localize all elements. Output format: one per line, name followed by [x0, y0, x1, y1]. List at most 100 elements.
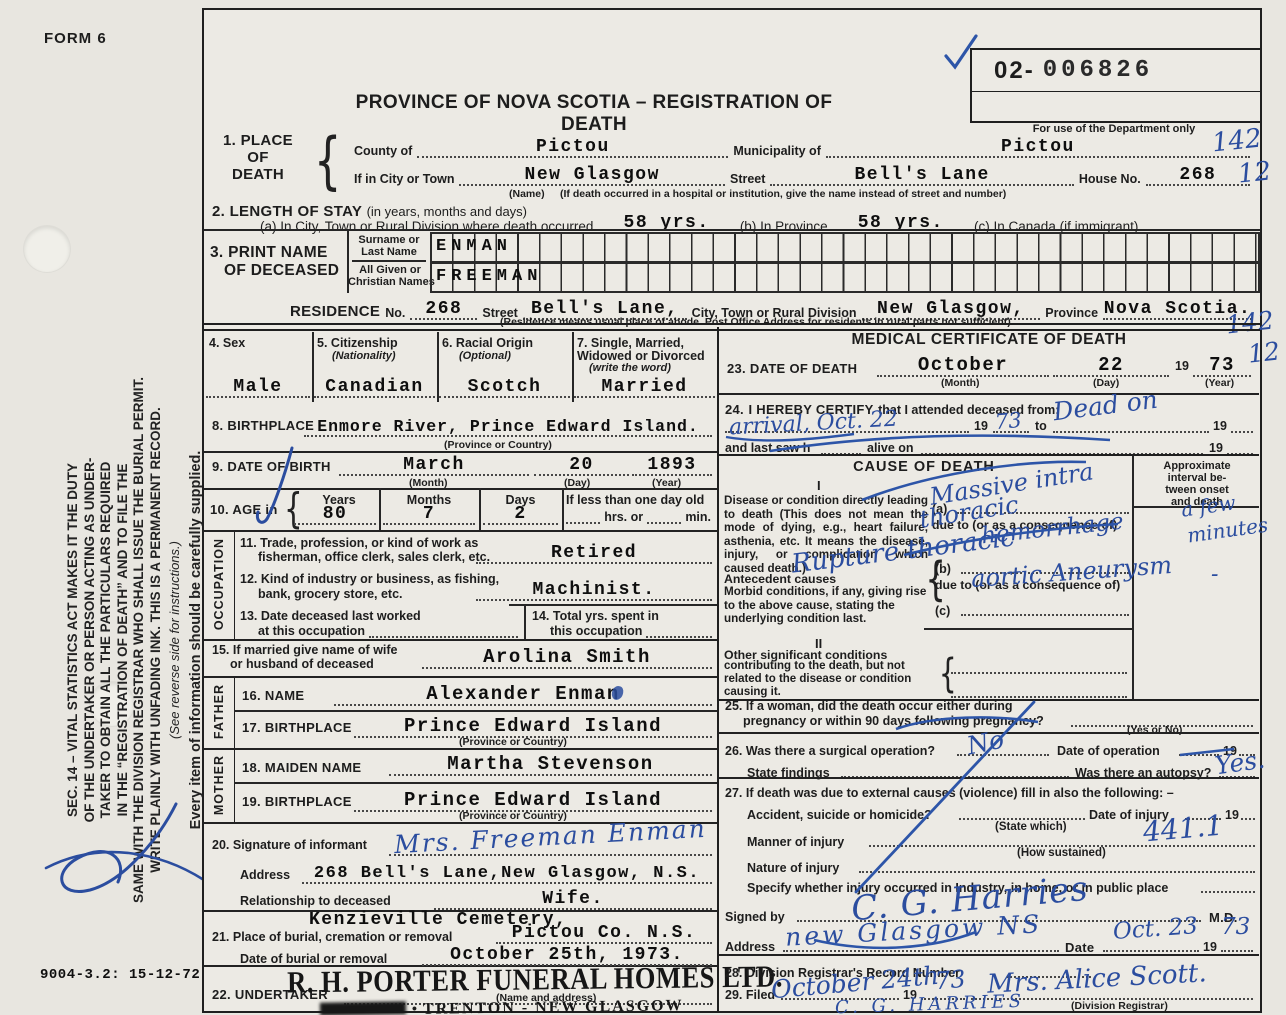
dept-use-note: For use of the Department only	[1032, 123, 1196, 135]
divider	[509, 604, 717, 606]
sec23-row: 23. DATE OF DEATH October 22 19 73 (Mont…	[719, 349, 1259, 395]
divider	[312, 332, 314, 402]
margin-instructions: SEC. 14 – VITAL STATISTICS ACT MAKES IT …	[65, 260, 215, 1015]
other-title: Other significant conditions	[724, 648, 888, 662]
margin-line: IN THE “REGISTRATION OF DEATH” AND TO FI…	[114, 463, 130, 817]
divider	[479, 488, 481, 530]
spouse-name-value: Arolina Smith	[483, 646, 651, 668]
sec2-heading: 2. LENGTH OF STAY (in years, months and …	[212, 203, 527, 220]
occupation-block: OCCUPATION 11. Trade, profession, or kin…	[204, 530, 717, 641]
undertaker-stamp-line2: • TRENTON - NEW GLASGOW	[319, 997, 684, 1015]
stay-city-value: 58 yrs.	[623, 213, 710, 233]
sex-value: Male	[233, 377, 283, 397]
b-due-to: due to (or as a consequence of)	[935, 578, 1121, 592]
birthplace-value: Enmore River, Prince Edward Island.	[317, 416, 699, 436]
sec4-7-row: 4. Sex 5. Citizenship (Nationality) 6. R…	[204, 332, 717, 402]
death-month: October	[917, 354, 1009, 376]
street-value: Bell's Lane	[854, 165, 990, 185]
sec1-hospital-note: (If death occurred in a hospital or inst…	[560, 188, 1007, 200]
residence-number: 268	[425, 299, 463, 319]
county-value: Pictou	[535, 137, 610, 157]
racial-origin-value: Scotch	[467, 377, 542, 397]
sec1-brace: {	[313, 124, 342, 197]
hand-interval-dash: -	[1211, 562, 1219, 587]
sec1-county-line: County of Pictou Municipality of Pictou	[354, 134, 1250, 158]
divider	[1132, 456, 1134, 699]
surname-label: Surname or Last Name	[358, 234, 420, 258]
medical-certificate-column: MEDICAL CERTIFICATE OF DEATH 23. DATE OF…	[717, 327, 1270, 1015]
surname-grid	[430, 232, 1260, 263]
margin-line: SAME WITH THE DIVISION REGISTRAR WHO SHA…	[131, 376, 146, 904]
sec24-row: 24. I HEREBY CERTIFY that I attended dec…	[719, 385, 1259, 455]
punch-hole-bottom	[90, 682, 134, 726]
medical-title: MEDICAL CERTIFICATE OF DEATH	[851, 331, 1127, 348]
registration-form: PROVINCE OF NOVA SCOTIA – REGISTRATION O…	[202, 8, 1281, 1015]
trade-value: Retired	[550, 543, 638, 563]
mother-birthplace-value: Prince Edward Island	[403, 789, 663, 811]
residence-line: RESIDENCE No. 268 Street Bell's Lane, Ci…	[290, 299, 1252, 320]
divider	[347, 229, 349, 293]
age-years: 80	[322, 504, 348, 524]
sec10-row: 10. AGE in { Years Months Days If less t…	[204, 488, 717, 532]
part-one: I	[817, 478, 821, 493]
house-number-value: 268	[1179, 165, 1217, 185]
informant-address-value: 268 Bell's Lane,New Glasgow, N.S.	[313, 864, 701, 883]
mother-side-label: MOTHER	[204, 748, 235, 822]
sec15-row: 15. If married give name of wife or husb…	[204, 639, 717, 678]
given-name-value: FREEMAN	[436, 267, 543, 286]
residence-city: New Glasgow,	[877, 299, 1025, 319]
burial-place-line1: Kenzieville Cemetery,	[309, 910, 568, 930]
sec1-heading: 1. PLACE OF DEATH	[223, 132, 293, 183]
part-two: II	[815, 636, 823, 651]
citizenship-value: Canadian	[325, 377, 424, 397]
sec20-row: 20. Signature of informant Mrs. Freeman …	[204, 814, 717, 912]
hand-cause-b2: aortic Aneurysm	[970, 551, 1173, 593]
death-year: 73	[1209, 354, 1235, 376]
divider	[924, 628, 1132, 630]
hand-operation-no: No	[964, 724, 1007, 761]
stay-province-value: 58 yrs.	[857, 213, 944, 233]
print-code: 9004-3.2: 15-12-72	[40, 967, 201, 983]
burial-date-value: October 25th, 1973.	[450, 945, 684, 965]
sec3-heading: 3. PRINT NAME OF DECEASED	[210, 244, 340, 279]
sec1-city-line: If in City or Town New Glasgow Street Be…	[354, 162, 1250, 186]
divider	[379, 488, 381, 530]
hand-interval-1: a few	[1179, 490, 1238, 522]
form-number: FORM 6	[44, 30, 107, 47]
divider	[437, 332, 439, 402]
margin-line: TAKER TO OBTAIN ALL THE PARTICULARS REQU…	[98, 461, 113, 819]
age-days: 2	[514, 504, 527, 524]
less-than-day-line: hrs. or min.	[566, 508, 711, 524]
residence-province: Nova Scotia.	[1103, 299, 1252, 319]
municipality-value: Pictou	[1001, 137, 1075, 157]
reg-number-prefix: 02-	[994, 56, 1035, 84]
divider	[524, 604, 526, 639]
hand-signed-date: Oct. 23	[1112, 913, 1199, 945]
divider	[352, 260, 426, 262]
divider	[234, 710, 717, 712]
hand-filed-year: 73	[933, 964, 967, 996]
burial-place-line2: Pictou Co. N.S.	[511, 923, 697, 943]
residence-note: (Residence means usual place of abode. P…	[500, 316, 1011, 328]
father-birthplace-value: Prince Edward Island	[403, 715, 663, 737]
surname-value: ENMAN	[436, 237, 513, 256]
ink-smudge	[319, 1000, 407, 1015]
reg-number-stamp: 006826	[1042, 56, 1154, 84]
punch-hole-top	[24, 226, 70, 272]
divider	[234, 782, 717, 784]
birth-day: 20	[569, 455, 594, 475]
father-name-value: Alexander Enman	[426, 683, 620, 705]
sec8-row: 8. BIRTHPLACE Enmore River, Prince Edwar…	[204, 402, 717, 453]
sec22-row: 22. UNDERTAKER R. H. PORTER FUNERAL HOME…	[212, 959, 784, 1015]
father-side-label: FATHER	[204, 676, 235, 748]
divider	[562, 488, 564, 530]
occupation-side-label: OCCUPATION	[204, 530, 235, 639]
hand-attended-from: arrival, Oct. 22	[728, 406, 899, 441]
double-rule	[204, 323, 1260, 331]
margin-see-reverse: (See reverse side for instructions.)	[167, 541, 182, 739]
cause-of-death-box: CAUSE OF DEATH I Disease or condition di…	[719, 454, 1270, 701]
registration-number-box: 02- 006826	[970, 48, 1262, 123]
hand-signed-year: 73	[1221, 914, 1251, 940]
sec1-name-sub: (Name)	[509, 188, 545, 200]
